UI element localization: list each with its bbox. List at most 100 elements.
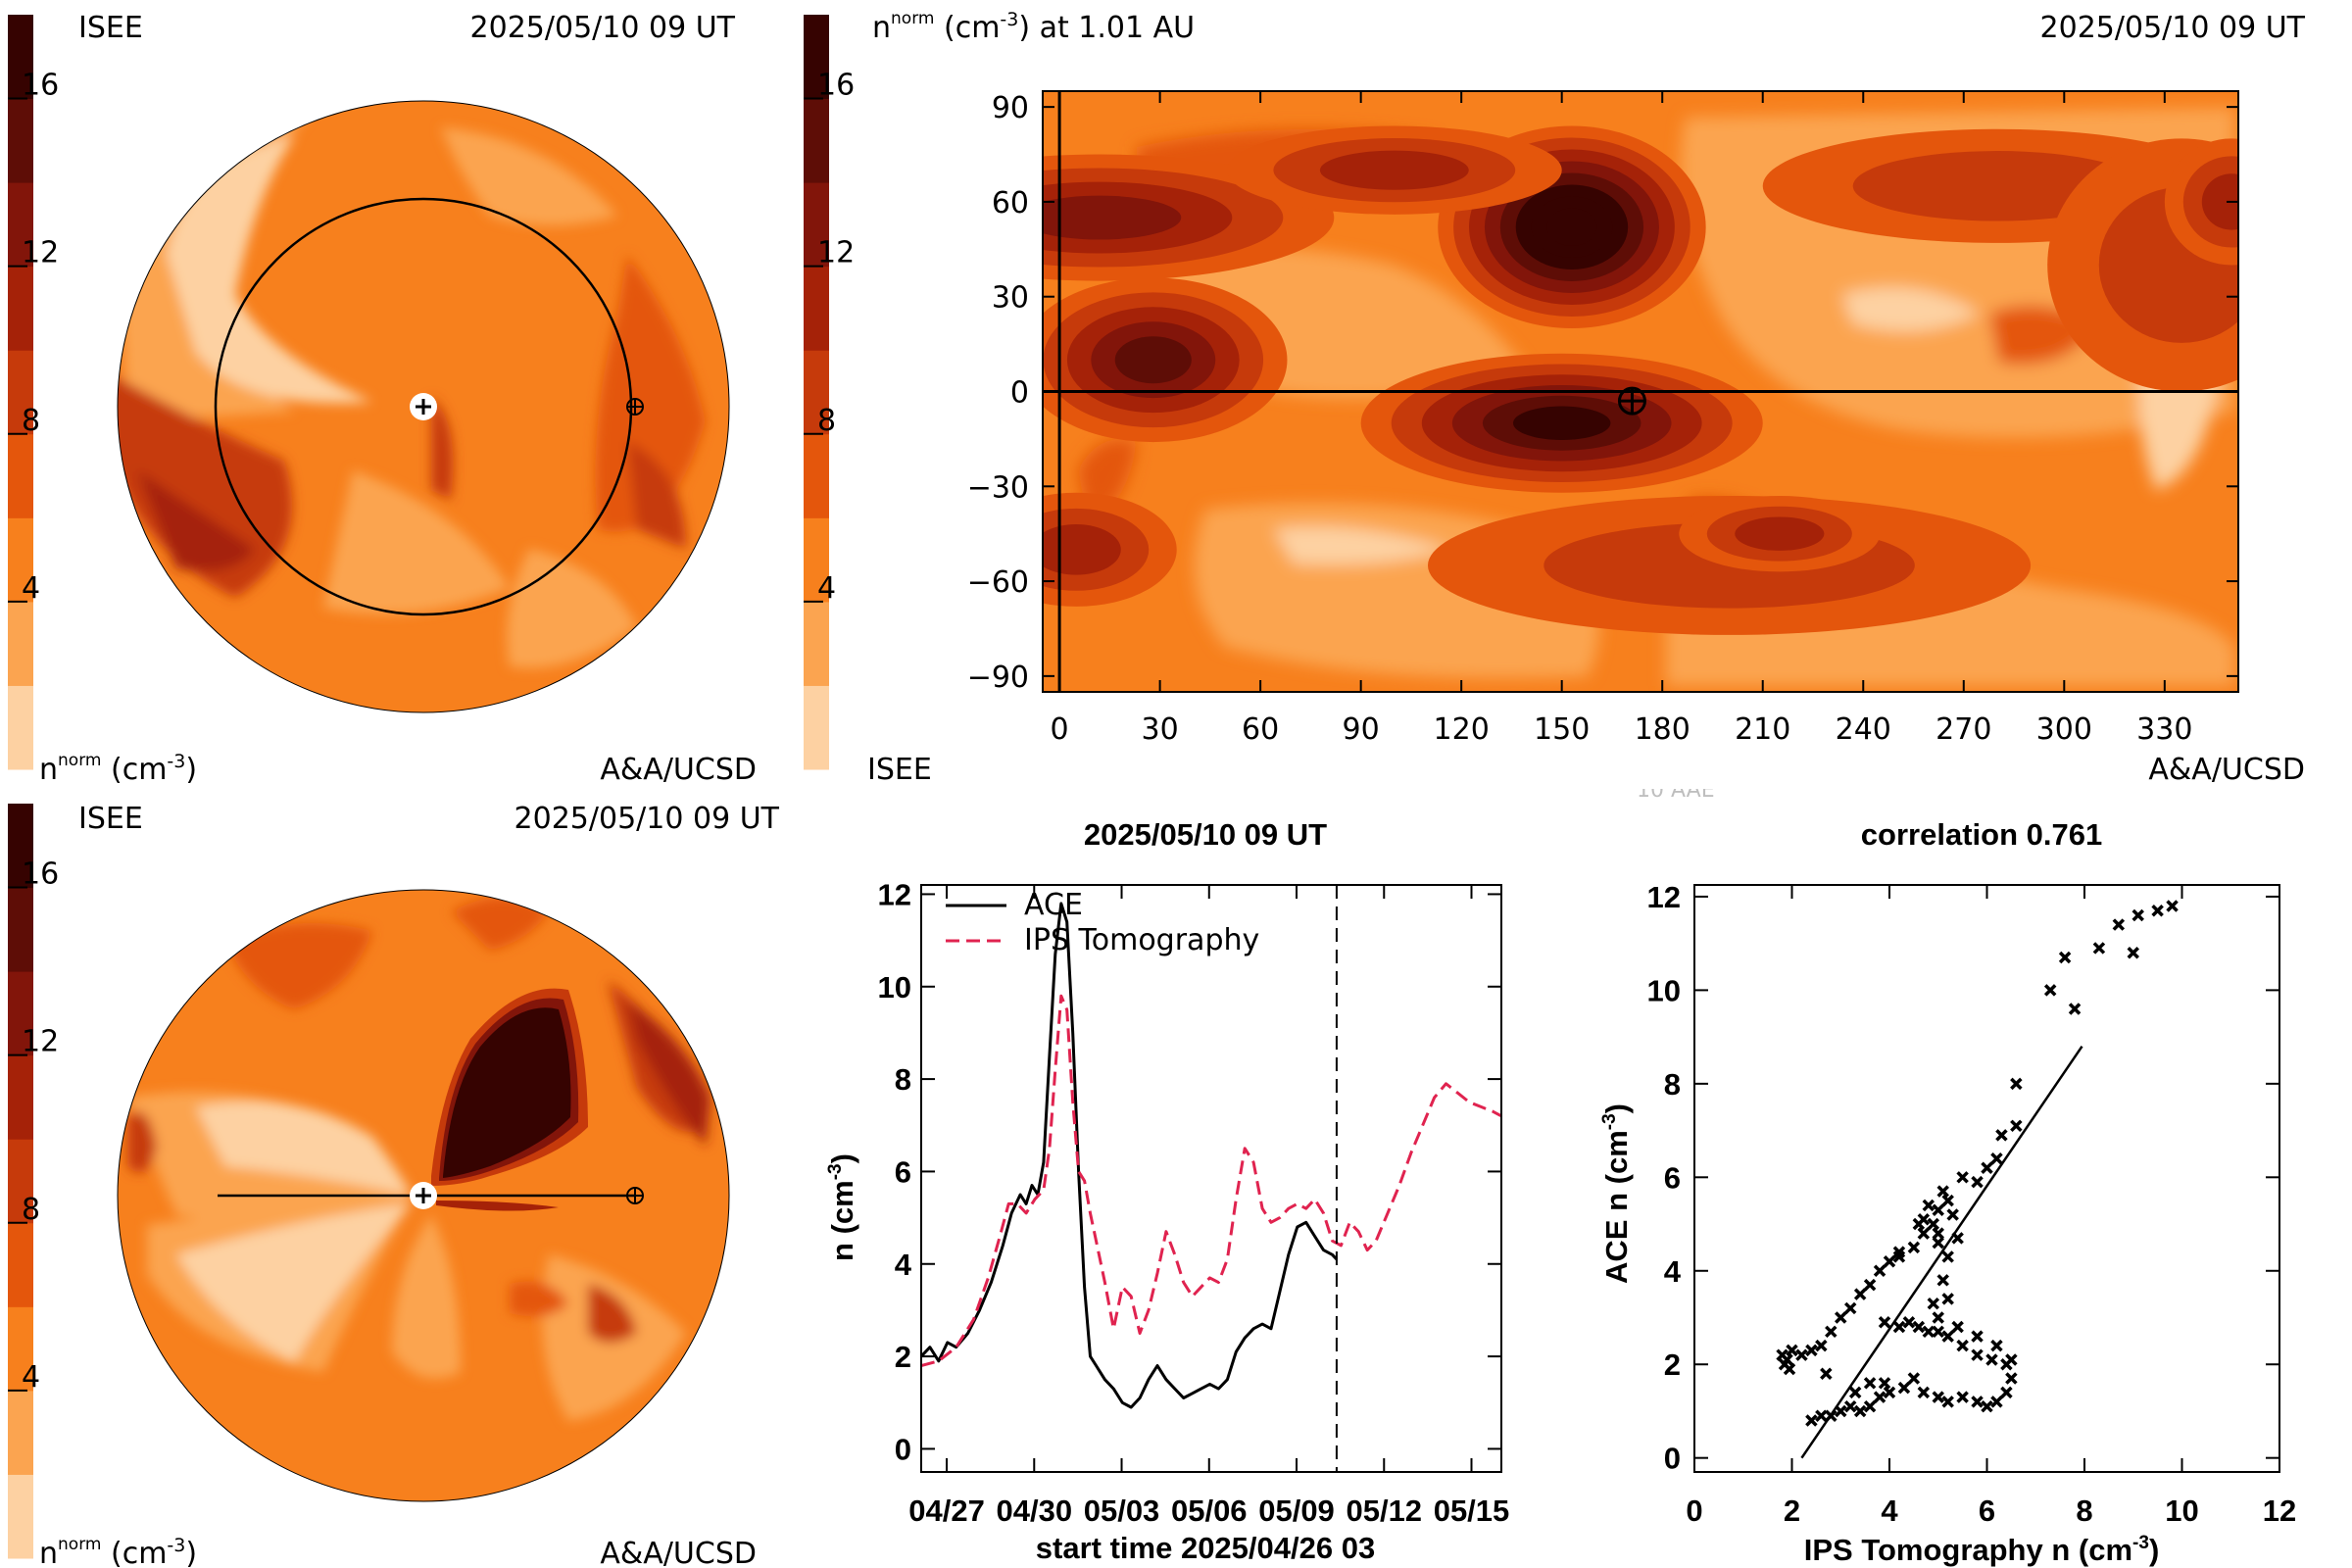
colorbar-swatch [8, 1139, 33, 1224]
units-label: nnorm (cm-3) [39, 751, 197, 787]
earth-icon [626, 398, 644, 416]
scatter-point [1907, 1372, 1921, 1385]
scatter-point [1883, 1254, 1896, 1268]
density-contour [1043, 524, 1121, 575]
scatter-point [1892, 1320, 1906, 1334]
map-title: nnorm (cm-3) at 1.01 AU [872, 9, 1195, 45]
scatter-point [1820, 1367, 1833, 1381]
colorbar-bottom-left: 4 8 12 16 [8, 804, 59, 1559]
colorbar-top-right: 4 8 12 16 [804, 15, 855, 770]
scatter-point [1981, 1399, 1993, 1413]
y-tick-label: 8 [895, 1062, 911, 1097]
density-contour [1546, 208, 1597, 246]
org-label: ISEE [78, 802, 143, 836]
scatter-point [1932, 1227, 1944, 1240]
scatter-point [2092, 942, 2106, 955]
earth-icon [626, 1187, 644, 1204]
scatter-point [2132, 908, 2144, 922]
y-tick-label: 12 [1647, 880, 1681, 914]
x-tick-label: 10 [2165, 1494, 2198, 1528]
scatter-point [1863, 1278, 1877, 1292]
x-tick-label: 05/12 [1346, 1494, 1422, 1528]
colorbar-tick-label: 12 [817, 236, 855, 270]
x-axis-label: start time 2025/04/26 03 [1036, 1531, 1375, 1565]
scatter-point [1981, 1161, 1993, 1174]
colorbar-swatch [8, 15, 33, 100]
scatter-point [1932, 1236, 1944, 1250]
x-tick-label: 30 [1142, 712, 1179, 747]
colorbar-tick-label: 8 [22, 1193, 40, 1227]
scatter-point [1902, 1316, 1916, 1329]
x-tick-label: 90 [1343, 712, 1380, 747]
scatter-point [1843, 1301, 1857, 1315]
scatter-point [1897, 1381, 1911, 1395]
scatter-point [1853, 1404, 1867, 1418]
y-tick-label: 6 [895, 1154, 911, 1189]
scatter-point [1805, 1414, 1818, 1427]
y-tick-label: −90 [967, 661, 1029, 695]
scatter-point [1995, 1129, 2008, 1142]
x-tick-label: 05/15 [1434, 1494, 1510, 1528]
x-tick-label: 05/06 [1171, 1494, 1248, 1528]
sun-icon [410, 393, 437, 420]
x-tick-label: 0 [1686, 1494, 1702, 1528]
scatter-point [1941, 1293, 1954, 1305]
scatter-point [1922, 1199, 1936, 1212]
scatter-point [1946, 1208, 1959, 1221]
scatter-point [2000, 1386, 2013, 1399]
y-tick-label: 2 [895, 1340, 911, 1374]
scatter-point [1990, 1396, 2003, 1408]
colorbar-tick-label: 4 [22, 571, 40, 606]
scatter-point [2043, 984, 2057, 997]
y-tick-label: 60 [992, 186, 1029, 220]
colorbar-swatch [8, 685, 33, 770]
colorbar-swatch [804, 433, 829, 518]
series-line-ace [921, 902, 1338, 1409]
x-tick-label: 05/09 [1258, 1494, 1335, 1528]
units-label: nnorm (cm-3) [39, 1535, 197, 1568]
x-tick-label: 05/03 [1084, 1494, 1160, 1528]
fit-line [1800, 1045, 2083, 1459]
scatter-point [2127, 946, 2139, 959]
earth-crosshair [1619, 388, 1645, 415]
scatter-point [1941, 1330, 1954, 1343]
y-tick-label: 10 [1647, 973, 1681, 1007]
scatter-point [1922, 1325, 1936, 1339]
colorbar-swatch [8, 1222, 33, 1307]
scatter-point [2005, 1372, 2018, 1385]
x-tick-label: 2 [1784, 1494, 1800, 1528]
scatter-point [1873, 1264, 1886, 1277]
scatter-point [1907, 1241, 1921, 1254]
scatter-point [1883, 1386, 1896, 1399]
sun-icon [410, 1182, 437, 1209]
x-tick-label: 8 [2076, 1494, 2092, 1528]
y-tick-label: 4 [1664, 1254, 1682, 1289]
x-tick-label: 270 [1936, 712, 1991, 747]
date-label: 2025/05/10 09 UT [2040, 11, 2306, 45]
scatter-point [1932, 1325, 1944, 1339]
y-tick-label: 12 [878, 877, 911, 911]
scatter-point [1825, 1325, 1838, 1339]
x-tick-label: 120 [1434, 712, 1490, 747]
colorbar-swatch [8, 971, 33, 1056]
y-tick-label: 2 [1664, 1348, 1681, 1382]
chart-title: correlation 0.761 [1861, 817, 2102, 852]
colorbar-tick-label: 4 [22, 1360, 40, 1395]
colorbar-swatch [8, 517, 33, 603]
y-tick-label: 6 [1664, 1160, 1681, 1195]
colorbar-swatch [804, 601, 829, 686]
y-tick-label: 30 [992, 281, 1029, 316]
scatter-point [2068, 1003, 2082, 1015]
scatter-point [2151, 905, 2164, 917]
plot-frame [920, 884, 1502, 1473]
x-axis-label: IPS Tomography n (cm-3) [1804, 1533, 2160, 1567]
scatter-point [1971, 1330, 1984, 1343]
scatter-point [1878, 1316, 1891, 1329]
colorbar-tick-label: 16 [22, 69, 59, 103]
x-tick-label: 4 [1881, 1494, 1898, 1528]
y-tick-label: −60 [967, 565, 1029, 600]
colorbar-tick-label: 16 [22, 858, 59, 892]
x-tick-label: 210 [1735, 712, 1790, 747]
panel-top-left: 4 8 12 16 ISEE 2025/05/10 09 UT [8, 11, 757, 787]
